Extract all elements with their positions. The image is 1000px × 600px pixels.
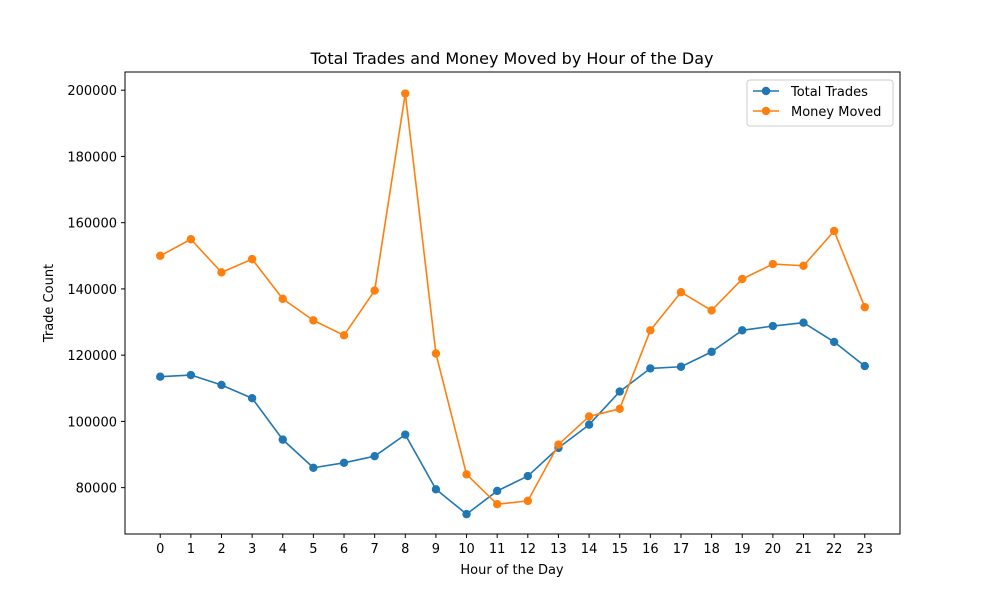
x-tick-label: 10 <box>458 542 475 557</box>
chart-title: Total Trades and Money Moved by Hour of … <box>310 49 714 68</box>
data-point-money-moved <box>217 268 226 277</box>
x-tick-label: 16 <box>642 542 659 557</box>
y-axis-label: Trade Count <box>42 264 57 343</box>
data-point-total-trades <box>584 420 594 429</box>
data-point-money-moved <box>554 440 563 449</box>
data-point-total-trades <box>646 364 655 373</box>
data-point-total-trades <box>278 435 287 444</box>
data-point-money-moved <box>431 349 441 358</box>
data-point-money-moved <box>676 288 686 297</box>
x-tick-label: 8 <box>401 542 409 557</box>
data-point-money-moved <box>401 89 410 98</box>
y-tick-label: 180000 <box>67 150 117 165</box>
data-point-total-trades <box>431 485 441 494</box>
x-tick-label: 14 <box>581 542 598 557</box>
data-point-money-moved <box>584 412 594 421</box>
data-point-total-trades <box>738 326 747 335</box>
data-point-total-trades <box>186 370 196 380</box>
data-point-money-moved <box>738 274 747 284</box>
data-point-total-trades <box>370 451 379 461</box>
legend-marker-total-trades <box>761 86 771 96</box>
data-point-money-moved <box>462 470 471 479</box>
data-point-money-moved <box>646 326 655 335</box>
data-point-money-moved <box>799 261 808 270</box>
x-tick-label: 0 <box>156 542 164 557</box>
data-point-total-trades <box>217 380 226 390</box>
x-tick-label: 6 <box>340 542 348 557</box>
x-tick-label: 13 <box>550 542 567 557</box>
legend-label-money-moved: Money Moved <box>791 105 881 120</box>
data-point-total-trades <box>462 509 471 519</box>
y-tick-label: 200000 <box>67 84 117 99</box>
data-point-total-trades <box>247 394 257 403</box>
data-point-total-trades <box>339 458 349 467</box>
data-point-total-trades <box>615 387 624 396</box>
x-tick-label: 1 <box>187 542 195 557</box>
data-point-money-moved <box>860 302 869 312</box>
legend-label-total-trades: Total Trades <box>790 85 868 100</box>
x-tick-label: 23 <box>856 542 873 557</box>
x-axis-label: Hour of the Day <box>460 563 564 578</box>
x-tick-label: 12 <box>520 542 537 557</box>
data-point-total-trades <box>523 471 533 481</box>
data-point-money-moved <box>156 251 165 261</box>
data-point-total-trades <box>799 318 808 327</box>
data-point-total-trades <box>860 361 869 371</box>
legend-marker-money-moved <box>761 106 771 116</box>
y-tick-label: 80000 <box>76 482 117 497</box>
series-layer <box>156 89 869 519</box>
series-line-total-trades <box>160 321 866 515</box>
data-point-money-moved <box>615 404 624 414</box>
x-tick-label: 11 <box>489 542 506 557</box>
y-tick-label: 100000 <box>67 415 117 430</box>
data-point-total-trades <box>768 321 778 331</box>
y-tick-label: 140000 <box>67 283 117 298</box>
data-point-money-moved <box>768 259 778 269</box>
data-point-total-trades <box>309 463 318 472</box>
x-tick-label: 9 <box>432 542 440 557</box>
data-point-money-moved <box>247 254 257 264</box>
data-point-money-moved <box>523 496 533 506</box>
data-point-total-trades <box>707 347 716 357</box>
data-point-money-moved <box>707 306 716 315</box>
x-tick-label: 4 <box>279 542 287 557</box>
data-point-money-moved <box>829 226 839 236</box>
data-point-total-trades <box>492 486 502 496</box>
data-point-money-moved <box>492 499 502 509</box>
data-point-total-trades <box>829 337 839 347</box>
legend: Total Trades Money Moved <box>746 79 894 127</box>
plot-area <box>124 71 901 535</box>
x-tick-label: 20 <box>765 542 782 557</box>
x-tick-label: 21 <box>795 542 812 557</box>
x-axis: 0 1 2 3 4 5 6 7 8 9 10 11 12 13 14 15 16 17 18 19 20 21 22 23 <box>156 534 873 557</box>
data-point-money-moved <box>186 235 196 244</box>
data-point-money-moved <box>339 331 349 340</box>
legend-box <box>746 79 894 127</box>
x-tick-label: 2 <box>217 542 225 557</box>
y-axis: 80000 100000 120000 140000 160000 180000 20000… <box>67 84 125 497</box>
x-tick-label: 3 <box>248 542 256 557</box>
y-tick-label: 120000 <box>67 349 117 364</box>
x-tick-label: 7 <box>371 542 379 557</box>
x-tick-label: 15 <box>611 542 628 557</box>
x-tick-label: 19 <box>734 542 751 557</box>
series-line-money-moved <box>159 92 866 505</box>
y-tick-label: 160000 <box>67 217 117 232</box>
x-tick-label: 5 <box>309 542 317 557</box>
data-point-money-moved <box>370 286 379 295</box>
data-point-total-trades <box>676 362 686 371</box>
data-point-money-moved <box>278 294 287 304</box>
x-tick-label: 22 <box>826 542 843 557</box>
data-point-total-trades <box>156 372 165 381</box>
data-point-total-trades <box>401 430 410 439</box>
x-tick-label: 18 <box>703 542 720 557</box>
data-point-money-moved <box>309 316 318 325</box>
x-tick-label: 17 <box>673 542 690 557</box>
